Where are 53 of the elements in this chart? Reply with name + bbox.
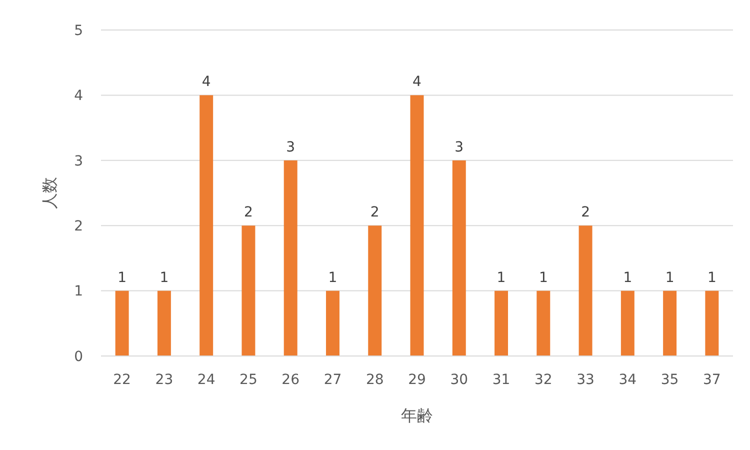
x-tick-label: 22 <box>113 372 131 388</box>
data-label: 1 <box>623 270 632 286</box>
bar <box>368 226 382 356</box>
x-tick-label: 23 <box>155 372 174 388</box>
bar <box>410 95 424 356</box>
data-label: 2 <box>370 204 380 221</box>
x-tick-label: 24 <box>197 372 216 388</box>
data-label: 2 <box>244 204 253 221</box>
bar <box>284 160 298 356</box>
data-label: 3 <box>454 139 464 156</box>
data-label: 1 <box>118 270 127 286</box>
bar <box>452 160 466 356</box>
y-tick-label: 1 <box>74 284 83 300</box>
data-label: 3 <box>286 139 296 156</box>
y-tick-label: 0 <box>74 348 83 365</box>
x-tick-label: 37 <box>703 372 721 388</box>
data-label: 1 <box>496 270 506 286</box>
x-tick-label: 27 <box>324 372 342 388</box>
y-axis-title: 人数 <box>40 177 59 209</box>
data-label: 1 <box>665 270 674 286</box>
x-tick-label: 28 <box>366 372 384 388</box>
x-tick-label: 29 <box>408 372 426 388</box>
bar <box>663 290 677 356</box>
x-tick-label: 34 <box>618 372 637 388</box>
x-tick-label: 32 <box>534 372 552 388</box>
data-label: 4 <box>202 74 211 90</box>
bar <box>242 226 256 356</box>
data-label: 4 <box>412 74 422 90</box>
data-label: 1 <box>160 270 169 286</box>
bar <box>326 290 340 356</box>
bar <box>200 95 214 356</box>
x-tick-label: 30 <box>450 372 468 388</box>
x-tick-label: 33 <box>576 372 594 388</box>
x-tick-label: 25 <box>240 372 258 388</box>
bar <box>705 290 719 356</box>
bar <box>494 290 508 356</box>
x-tick-label: 26 <box>282 372 300 388</box>
bar <box>578 226 592 356</box>
data-label: 1 <box>538 270 548 286</box>
bar <box>620 290 634 356</box>
x-tick-label: 31 <box>492 372 510 388</box>
data-label: 1 <box>328 270 338 286</box>
data-label: 1 <box>707 270 716 286</box>
x-axis-title: 年齢 <box>401 406 433 425</box>
bar <box>536 290 550 356</box>
y-tick-label: 3 <box>74 153 83 170</box>
bar <box>115 290 129 356</box>
y-tick-label: 4 <box>74 88 84 104</box>
data-label: 2 <box>581 204 590 221</box>
x-tick-label: 35 <box>660 372 679 388</box>
bar <box>157 290 171 356</box>
y-tick-label: 2 <box>74 218 83 234</box>
y-tick-label: 5 <box>74 22 83 39</box>
